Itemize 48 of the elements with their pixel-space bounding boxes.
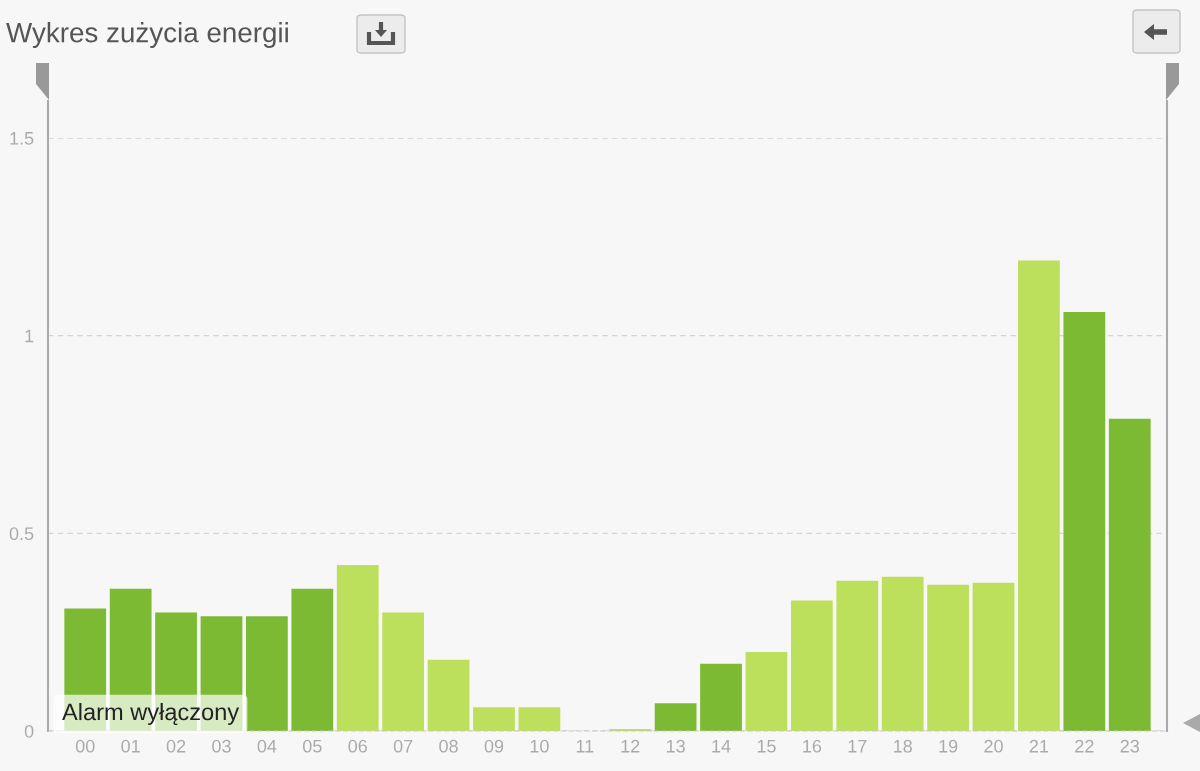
x-tick-label: 16 [803,739,822,753]
x-tick-label: 08 [439,739,458,753]
y-tick-label: 1 [25,329,34,343]
x-tick-label: 11 [576,740,594,753]
bar [700,663,742,731]
x-tick-label: 07 [393,739,413,753]
y-tick-label: 0 [24,724,34,738]
x-tick-label: 21 [1029,739,1049,753]
x-tick-label: 14 [712,740,731,753]
x-tick-label: 15 [757,740,776,753]
bar [881,576,924,731]
bar [1018,260,1060,731]
x-tick-label: 13 [666,739,685,753]
x-tick-label: 06 [348,739,367,753]
x-tick-label: 03 [212,739,231,753]
x-tick-label: 01 [121,739,140,753]
bar [836,580,879,731]
y-tick-label: 0.5 [9,527,34,541]
x-tick-label: 12 [621,739,640,753]
bar [246,616,288,731]
x-tick-label: 19 [939,739,958,753]
bar [427,659,470,731]
bar [972,582,1015,731]
bar [518,707,561,731]
x-tick-label: 09 [484,739,504,753]
x-tick-label: 22 [1075,739,1094,753]
bar [745,651,788,731]
x-tick-label: 02 [166,739,186,753]
bar [336,564,379,731]
x-tick-label: 17 [848,740,867,753]
bar [382,612,425,731]
x-tick-label: 18 [894,739,912,753]
x-tick-label: 10 [530,739,549,753]
bar [790,600,833,731]
chart-title: Wykres zużycia energii [6,22,288,48]
x-tick-label: 23 [1120,739,1140,753]
bar [291,588,334,731]
bar [654,703,697,731]
x-tick-label: 05 [302,739,322,753]
bar [1063,311,1106,731]
x-tick-label: 00 [75,739,95,753]
annotation: Alarm wyłączony [62,702,240,726]
bar [473,707,515,731]
x-tick-label: 04 [257,739,277,753]
bar [1108,418,1151,731]
x-tick-label: 20 [984,739,1003,753]
y-tick-label: 1.5 [10,132,34,145]
bar [927,584,969,731]
